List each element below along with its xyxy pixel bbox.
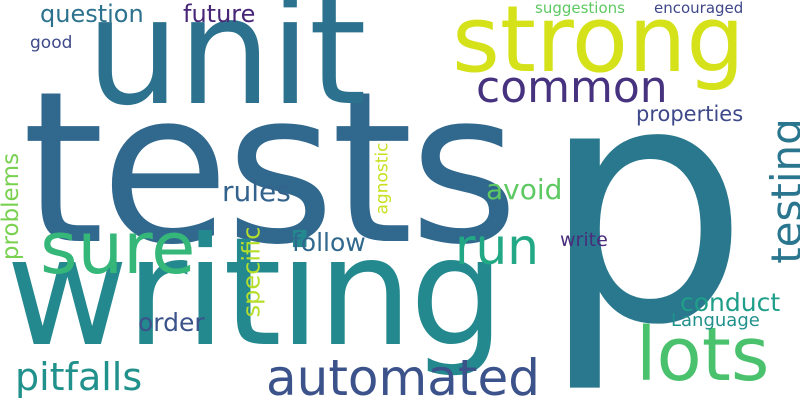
word-rules: rules: [222, 175, 291, 208]
word-strong: strong: [452, 0, 745, 93]
word-language: Language: [671, 310, 760, 331]
word-future: future: [183, 0, 256, 28]
word-lots: lots: [636, 312, 770, 398]
word-order: order: [138, 308, 205, 337]
word-avoid: avoid: [486, 173, 563, 206]
word-question: question: [40, 0, 144, 28]
word-specific: specific: [237, 226, 266, 318]
word-agnostic: agnostic: [372, 142, 393, 215]
word-common: common: [476, 62, 668, 113]
word-tests: tests: [22, 46, 519, 291]
word-problems: problems: [0, 152, 25, 261]
word-unit: unit: [86, 0, 367, 138]
word-follow: follow: [292, 228, 366, 257]
word-writing: writing: [6, 206, 505, 380]
word-testing: testing: [761, 118, 800, 264]
word-run: run: [455, 218, 539, 276]
word-encouraged: encouraged: [654, 0, 744, 17]
word-write: write: [560, 229, 608, 251]
word-conduct: conduct: [680, 288, 781, 317]
word-properties: properties: [636, 102, 744, 126]
word-good: good: [30, 33, 73, 53]
word-sure: sure: [40, 206, 196, 290]
word-suggestions: suggestions: [535, 0, 625, 17]
word-p: p: [540, 13, 750, 397]
word-automated: automated: [266, 349, 540, 400]
word-pitfalls: pitfalls: [15, 355, 143, 399]
